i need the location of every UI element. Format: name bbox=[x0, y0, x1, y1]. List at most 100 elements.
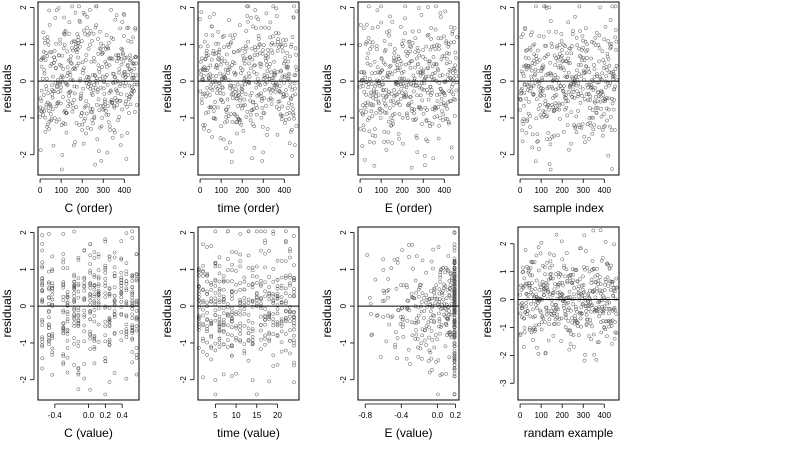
residual-point bbox=[571, 90, 576, 94]
residual-point bbox=[408, 49, 412, 54]
residual-point bbox=[72, 66, 77, 70]
residual-point bbox=[559, 39, 564, 43]
residual-point bbox=[76, 276, 81, 281]
residual-point bbox=[580, 301, 585, 306]
residual-point bbox=[552, 253, 556, 258]
residual-point bbox=[253, 8, 258, 12]
residual-point bbox=[410, 106, 414, 111]
residual-point bbox=[403, 90, 408, 95]
residual-point bbox=[249, 15, 254, 20]
residual-point bbox=[134, 55, 139, 59]
residual-point bbox=[40, 335, 45, 340]
residual-point bbox=[278, 78, 283, 83]
residual-point bbox=[203, 68, 208, 72]
residual-point bbox=[292, 360, 296, 365]
residual-point bbox=[115, 103, 120, 107]
residual-point bbox=[418, 283, 422, 288]
residual-point bbox=[579, 63, 583, 67]
residual-point bbox=[409, 100, 414, 104]
plot-frame bbox=[357, 226, 460, 401]
residual-point bbox=[390, 314, 395, 319]
residual-point bbox=[441, 112, 446, 117]
residual-point bbox=[560, 48, 564, 52]
residual-point bbox=[213, 277, 218, 282]
residual-point bbox=[279, 324, 284, 328]
residual-point bbox=[447, 292, 452, 297]
residual-point bbox=[124, 314, 129, 319]
residual-point bbox=[40, 366, 45, 371]
residual-point bbox=[259, 347, 263, 351]
x-tick-label: 400 bbox=[598, 411, 612, 420]
residual-point bbox=[232, 50, 236, 55]
residual-point bbox=[112, 299, 117, 304]
residual-point bbox=[242, 97, 246, 102]
residual-point bbox=[431, 156, 436, 161]
residual-point bbox=[395, 260, 400, 265]
residual-point bbox=[259, 91, 263, 96]
residual-point bbox=[134, 352, 139, 357]
residual-point bbox=[547, 162, 552, 167]
residual-point bbox=[230, 297, 234, 301]
residual-point bbox=[415, 336, 420, 341]
residual-point bbox=[278, 84, 282, 88]
x-tick-label: 100 bbox=[54, 186, 68, 195]
residual-point bbox=[609, 341, 614, 346]
residual-point bbox=[112, 293, 117, 298]
residual-point bbox=[84, 53, 89, 57]
residual-point bbox=[414, 56, 419, 61]
x-tick-label: 200 bbox=[396, 186, 410, 195]
residual-point bbox=[205, 271, 209, 276]
residual-point bbox=[40, 298, 45, 303]
residual-point bbox=[520, 119, 525, 124]
residual-point bbox=[605, 51, 610, 56]
residual-point bbox=[85, 15, 90, 19]
residual-point bbox=[288, 247, 292, 251]
residual-point bbox=[254, 274, 259, 279]
residual-point bbox=[87, 76, 91, 80]
residual-point bbox=[232, 61, 237, 66]
residual-point bbox=[583, 267, 587, 272]
residual-point bbox=[50, 372, 55, 377]
residual-point bbox=[263, 251, 267, 256]
residual-point bbox=[209, 357, 214, 362]
residual-point bbox=[373, 277, 378, 282]
residual-point bbox=[106, 46, 111, 51]
residual-point bbox=[271, 34, 275, 39]
residual-point bbox=[438, 270, 443, 275]
residual-point bbox=[534, 253, 539, 258]
residual-point bbox=[540, 86, 545, 91]
residual-point bbox=[234, 310, 238, 315]
data-points bbox=[518, 228, 619, 363]
residual-point bbox=[603, 99, 607, 103]
residual-point bbox=[120, 107, 124, 112]
residual-point bbox=[452, 320, 457, 325]
residual-point bbox=[201, 350, 205, 354]
residual-point bbox=[112, 285, 117, 290]
residual-point bbox=[209, 320, 214, 325]
residual-point bbox=[268, 62, 272, 66]
residual-point bbox=[438, 268, 443, 272]
residual-point bbox=[204, 94, 208, 99]
residual-point bbox=[524, 67, 529, 72]
y-tick-label: -2 bbox=[499, 151, 508, 159]
residual-point bbox=[596, 278, 601, 283]
residual-point bbox=[124, 157, 129, 161]
residual-point bbox=[246, 229, 251, 234]
residual-point bbox=[559, 316, 564, 321]
residual-point bbox=[602, 304, 607, 309]
residual-point bbox=[104, 73, 109, 77]
residual-point bbox=[58, 41, 63, 46]
residual-point bbox=[41, 55, 46, 59]
residual-point bbox=[94, 4, 99, 9]
residual-point bbox=[220, 56, 224, 61]
residual-point bbox=[367, 140, 372, 144]
residual-point bbox=[112, 255, 117, 260]
residual-point bbox=[388, 14, 392, 19]
residual-point bbox=[378, 106, 382, 111]
residual-point bbox=[524, 304, 529, 309]
residual-point bbox=[452, 272, 457, 277]
residual-point bbox=[403, 31, 407, 36]
residual-point bbox=[381, 288, 386, 293]
residual-point bbox=[130, 229, 135, 234]
